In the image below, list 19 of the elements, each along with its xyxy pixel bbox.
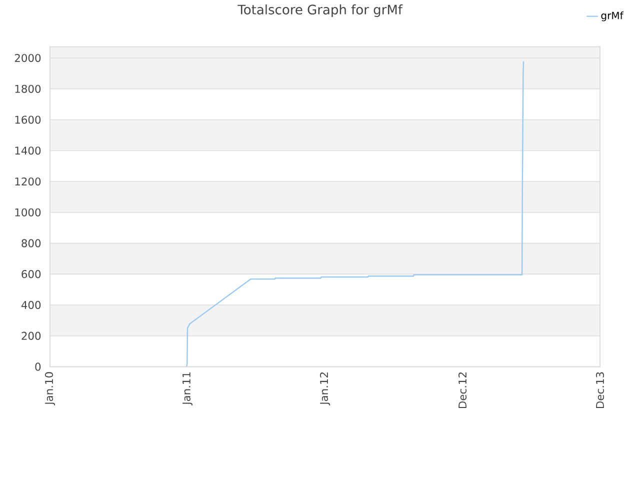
x-tick-label: Jan.10 [44, 372, 56, 406]
x-tick-label: Dec.12 [458, 372, 467, 408]
y-tick-label: 1400 [15, 146, 41, 155]
y-tick-label: 400 [21, 301, 41, 310]
y-tick-label: 1600 [15, 116, 41, 124]
x-tick-label: Jan.12 [320, 372, 330, 406]
y-tick-label: 800 [22, 239, 41, 248]
y-tick-label: 1800 [15, 84, 41, 94]
legend-label: grMf [601, 12, 624, 22]
y-tick-label: 1000 [15, 208, 41, 217]
y-tick-label: 2000 [14, 54, 41, 62]
line-series [186, 61, 524, 367]
y-tick-label: 200 [22, 332, 41, 340]
y-tick-label: 600 [22, 270, 41, 278]
y-tick-label: 0 [35, 362, 41, 371]
x-tick-label: Dec.13 [596, 372, 604, 408]
x-tick-label: Jan.11 [182, 372, 192, 406]
y-tick-label: 1200 [15, 178, 41, 186]
chart-title: Totalscore Graph for grMf [238, 4, 403, 18]
